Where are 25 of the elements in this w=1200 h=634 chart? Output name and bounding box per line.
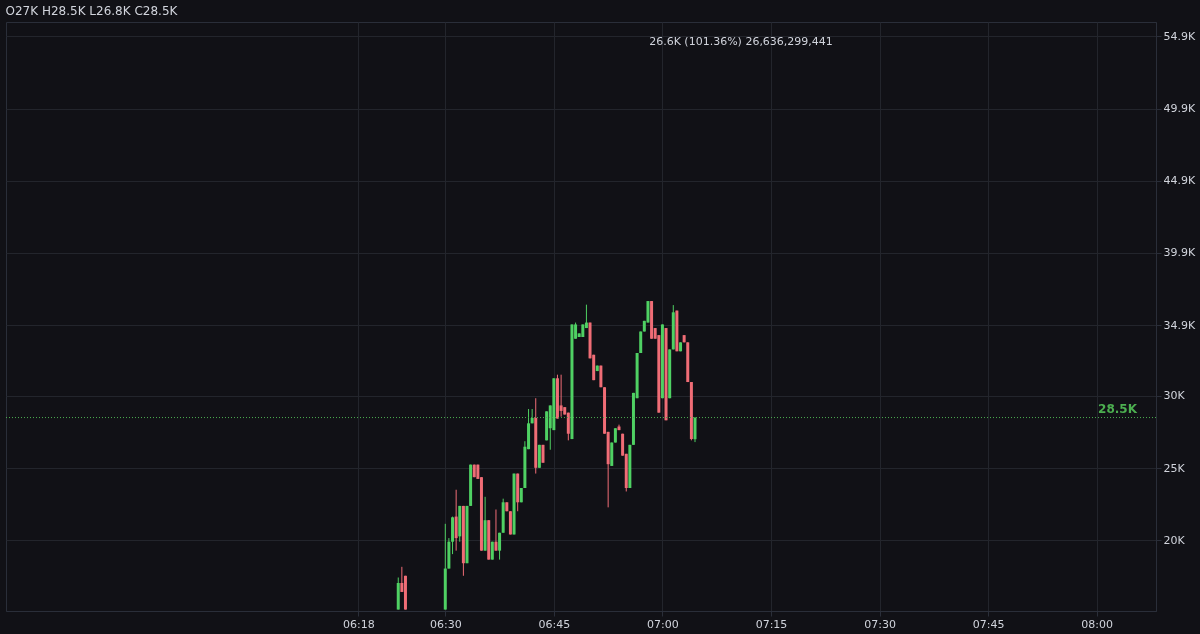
y-tick-label: 34.9K [1163,318,1196,332]
y-tick-label: 39.9K [1163,246,1196,260]
x-tick-label: 06:30 [429,617,462,631]
candlestick [693,417,697,443]
candlestick [494,509,498,552]
y-tick-label: 20K [1163,533,1186,547]
candlestick [454,489,458,552]
ref-line-label: 28.5K [1098,401,1138,416]
x-tick-label: 06:45 [538,617,571,631]
y-tick-label: 30K [1163,389,1186,403]
x-tick-label: 06:18 [343,617,375,631]
x-tick-label: 07:00 [647,617,679,631]
x-tick-label: 07:15 [755,617,788,631]
x-tick-label: 07:45 [972,617,1005,631]
y-tick-label: 49.9K [1163,102,1196,116]
candlestick [530,408,534,424]
y-tick-label: 44.9K [1163,174,1196,188]
candlestick [498,532,502,561]
annotation: 26.6K (101.36%) 26,636,299,441 [649,35,833,48]
y-tick-label: 54.9K [1163,29,1196,43]
chart-title: O27K H28.5K L26.8K C28.5K [5,4,179,18]
y-tick-label: 25K [1163,461,1186,475]
x-tick-label: 08:00 [1081,617,1114,631]
candlestick [559,374,563,418]
x-tick-label: 07:30 [864,617,896,631]
